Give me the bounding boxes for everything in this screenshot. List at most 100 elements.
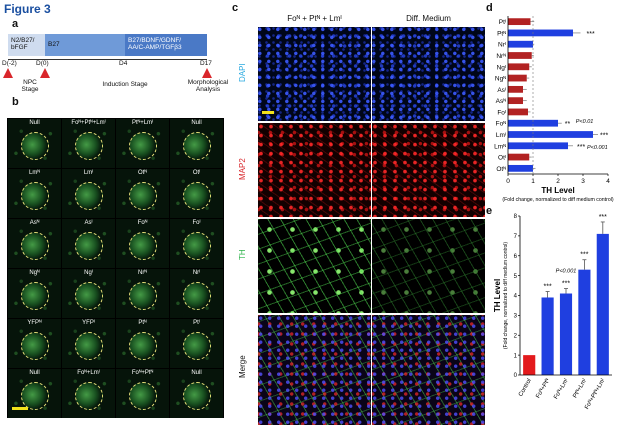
cell-label: Asᴵ	[84, 220, 93, 226]
map2-image-treated	[258, 123, 371, 217]
timeline-marker-icon	[40, 68, 50, 78]
bar-2	[559, 293, 573, 375]
micrograph-cell: Ptᴺ	[116, 319, 169, 368]
micrograph-cell: Otᴺ	[116, 169, 169, 218]
panel-label-a: a	[12, 18, 19, 30]
cell-label: Ptᴺ+Lmᴵ	[131, 120, 154, 126]
cell-label: YFPᴵ	[82, 320, 95, 326]
category-label-0: Ptᴵ	[499, 19, 506, 26]
panel-label-b: b	[12, 96, 19, 108]
micrograph-cell: Ptᴺ+Lmᴵ	[116, 119, 169, 168]
merge-image-control	[372, 315, 485, 425]
annotation-1: **	[565, 121, 571, 128]
bar-8	[508, 108, 528, 116]
bar-1	[541, 297, 554, 375]
colony-circle	[21, 182, 49, 210]
cell-label: Nrᴵ	[192, 270, 201, 276]
cell-label: Lmᴵ	[83, 170, 94, 176]
timeline-stage-label: N2/B27/ bFGF	[11, 37, 35, 51]
chart-e-th-level-combinations: Control Foᴺ+Ptᴺ Foᴺ+Lmᴵ Ptᴺ+LmᴵFoᴺ+Ptᴺ+Lmᴵ0…	[493, 214, 612, 411]
colony-circle	[75, 382, 103, 410]
colony-circle	[75, 332, 103, 360]
annotation-4: ***	[577, 144, 585, 151]
bar-9	[508, 119, 558, 127]
merge-image-treated	[258, 315, 371, 425]
bar-1	[508, 29, 573, 37]
micrograph-cell: Lmᴺ	[8, 169, 61, 218]
timeline-stage-factors: B27/BDNF/GDNF/ AA/C-AMP/TGFβ3	[125, 34, 207, 56]
category-label-10: Lmᴵ	[496, 132, 506, 139]
y-tick-label-4: 4	[514, 294, 518, 300]
category-label-13: Otᴺ	[496, 166, 506, 173]
micrograph-cell: YFPᴺ	[8, 319, 61, 368]
stage-caption: Morphological Analysis	[187, 79, 229, 93]
bar-10	[508, 131, 593, 138]
colony-circle	[21, 282, 49, 310]
y-tick-label-3: 3	[514, 314, 518, 320]
cell-label: Ptᴵ	[193, 320, 200, 326]
bar-5	[508, 74, 527, 82]
map2-image-control	[372, 123, 485, 217]
dapi-image-control	[372, 27, 485, 121]
day-label: D4	[119, 60, 128, 67]
cell-label: Foᴺ+Ptᴺ	[131, 370, 154, 376]
bar-4	[508, 63, 530, 71]
colony-circle	[183, 282, 211, 310]
category-label-9: Foᴺ	[496, 121, 507, 128]
cell-label: Foᴵ	[192, 220, 201, 226]
cell-label: Foᴺ+Lmᴵ	[77, 370, 100, 376]
cell-label: Null	[29, 120, 40, 126]
cell-label: YFPᴺ	[27, 320, 42, 326]
y-tick-label-1: 1	[514, 353, 518, 359]
micrograph-cell: Foᴺ+Ptᴺ+Lmᴵ	[62, 119, 115, 168]
cell-label: Ngᴵ	[84, 270, 93, 276]
stage-caption: NPC Stage	[21, 79, 39, 93]
colony-circle	[129, 332, 157, 360]
annotation-1: ***	[562, 281, 570, 288]
colony-circle	[129, 282, 157, 310]
y-tick-label-8: 8	[514, 214, 518, 220]
y-axis-title: TH Level	[493, 279, 502, 312]
timeline-marker-icon	[3, 68, 13, 78]
dapi-image-treated	[258, 27, 371, 121]
timeline-stage-label: B27	[48, 40, 60, 48]
annotation-3: ***	[600, 133, 608, 140]
micrograph-cell: Ngᴵ	[62, 269, 115, 318]
micrograph-cell: Ptᴵ	[170, 319, 223, 368]
panel-label-d: d	[486, 2, 493, 14]
annotation-4: P<0.001	[556, 269, 577, 275]
scale-bar	[12, 407, 28, 410]
colony-circle	[129, 132, 157, 160]
th-image-control	[372, 219, 485, 313]
micrograph-cell: Null	[8, 119, 61, 168]
cell-label: Nrᴺ	[138, 270, 147, 276]
panel-label-e: e	[486, 205, 493, 217]
cell-label: Asᴺ	[29, 220, 40, 226]
category-label-0: Control	[518, 378, 533, 398]
category-label-1: Foᴺ+Ptᴺ	[535, 377, 552, 399]
day-label: D17	[200, 60, 212, 67]
colony-circle	[75, 232, 103, 260]
bar-7	[508, 97, 523, 105]
bar-6	[508, 85, 523, 93]
category-label-11: Lmᴺ	[494, 143, 506, 150]
category-label-1: Ptᴺ	[497, 30, 506, 37]
x-tick-label-2: 2	[556, 178, 560, 185]
category-label-12: Otᴵ	[498, 155, 506, 162]
colony-circle	[21, 332, 49, 360]
x-tick-label-1: 1	[531, 178, 535, 185]
x-tick-label-4: 4	[606, 178, 610, 185]
cell-label: Null	[191, 370, 202, 376]
cell-label: Null	[191, 120, 202, 126]
column-header: Diff. Medium	[406, 14, 451, 23]
colony-circle	[183, 332, 211, 360]
annotation-3: ***	[599, 214, 607, 221]
colony-circle	[21, 132, 49, 160]
x-axis-title: TH Level	[541, 186, 574, 195]
row-label-th: TH	[238, 249, 247, 260]
cell-label: Foᴺ	[137, 220, 148, 226]
timeline-axis	[8, 59, 207, 60]
bar-0	[508, 18, 531, 26]
micrograph-cell: Foᴺ+Lmᴵ	[62, 369, 115, 418]
micrograph-cell: Nrᴺ	[116, 269, 169, 318]
